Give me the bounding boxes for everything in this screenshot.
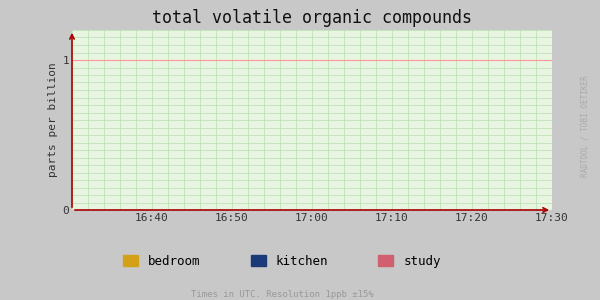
Y-axis label: parts per billion: parts per billion [49,63,58,177]
Title: total volatile organic compounds: total volatile organic compounds [152,9,472,27]
Text: Times in UTC. Resolution 1ppb ±15%: Times in UTC. Resolution 1ppb ±15% [191,290,373,299]
Text: RADTOOL / TOBI OETIKER: RADTOOL / TOBI OETIKER [581,75,589,177]
Legend: bedroom, kitchen, study: bedroom, kitchen, study [118,250,446,273]
